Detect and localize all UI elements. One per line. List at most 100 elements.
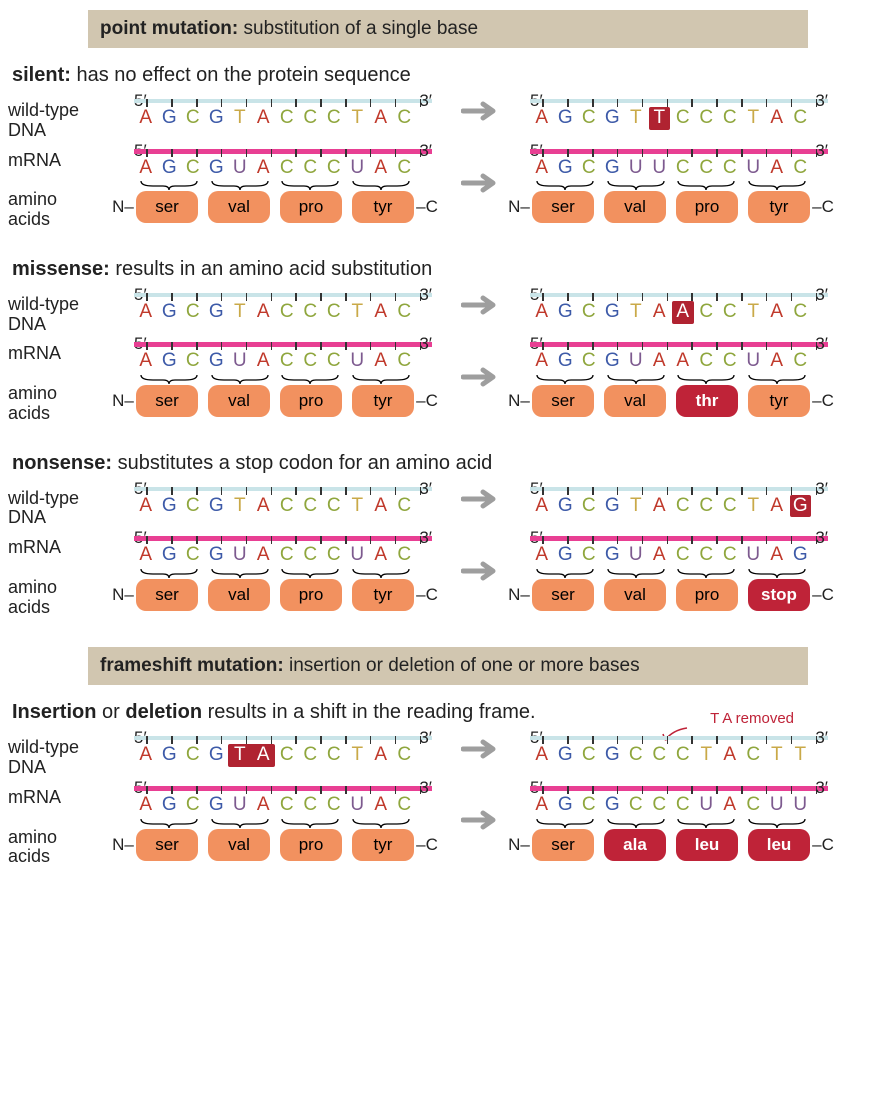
base: G bbox=[205, 544, 229, 567]
label-mrna-aa: mRNAaminoacids bbox=[8, 143, 108, 230]
base: C bbox=[695, 157, 719, 180]
base: C bbox=[275, 157, 299, 180]
dna-bar: 5′ 3′ bbox=[530, 287, 828, 301]
dna-bar: 5′ 3′ bbox=[134, 287, 432, 301]
base: C bbox=[671, 794, 695, 817]
base: C bbox=[322, 744, 346, 767]
amino-acid-tyr: tyr bbox=[352, 385, 414, 417]
rna-panel: 5′ 3′ AGCGUACCCUAG N– servalprostop–C bbox=[504, 530, 854, 611]
amino-acid-tyr: tyr bbox=[748, 385, 810, 417]
header2-rest: insertion or deletion of one or more bas… bbox=[284, 655, 640, 676]
amino-acid-val: val bbox=[208, 579, 270, 611]
base: C bbox=[577, 544, 601, 567]
sequence-panel: T A removed 5′ 3′ AGCGCCCTACTT bbox=[504, 730, 854, 767]
section-frameshift: Insertion or deletion results in a shift… bbox=[8, 701, 888, 867]
base: G bbox=[601, 794, 625, 817]
base: U bbox=[346, 794, 370, 817]
base: A bbox=[765, 495, 789, 518]
rna-panel: 5′ 3′ AGCGUACCCUAC N– servalprotyr–C bbox=[108, 143, 458, 224]
base: C bbox=[322, 544, 346, 567]
base: C bbox=[275, 301, 299, 324]
base: T bbox=[624, 107, 648, 130]
amino-acid-pro: pro bbox=[676, 579, 738, 611]
arrow-icon bbox=[458, 739, 504, 759]
base: U bbox=[346, 157, 370, 180]
base: U bbox=[742, 157, 766, 180]
base: G bbox=[158, 350, 182, 373]
base: C bbox=[393, 157, 417, 180]
base-sequence: AGCGUACCCUAC bbox=[134, 794, 432, 817]
codon-braces bbox=[134, 567, 432, 579]
amino-acid-ser: ser bbox=[136, 191, 198, 223]
base: A bbox=[252, 495, 276, 518]
base: A bbox=[765, 157, 789, 180]
base: G bbox=[205, 107, 229, 130]
n-terminus: N– bbox=[508, 391, 530, 411]
amino-acid-val: val bbox=[604, 191, 666, 223]
section-missense: missense: results in an amino acid subst… bbox=[8, 258, 888, 424]
base: G bbox=[158, 157, 182, 180]
label-wild-type-dna: wild-typeDNA bbox=[8, 481, 108, 529]
base-sequence: AGCGUACCCUAC bbox=[134, 157, 432, 180]
base: U bbox=[648, 157, 672, 180]
base: C bbox=[671, 107, 695, 130]
base: C bbox=[671, 544, 695, 567]
base: C bbox=[393, 350, 417, 373]
base: T bbox=[742, 301, 766, 324]
end3-label: 3′ bbox=[815, 91, 828, 111]
base: A bbox=[369, 794, 393, 817]
label-wild-type-dna: wild-typeDNA bbox=[8, 287, 108, 335]
end3-label: 3′ bbox=[419, 528, 432, 548]
arrow-icon bbox=[458, 489, 504, 509]
base: C bbox=[181, 794, 205, 817]
base: A bbox=[648, 301, 672, 324]
dna-bar: 5′ 3′ bbox=[134, 730, 432, 744]
base: T bbox=[624, 301, 648, 324]
end3-label: 3′ bbox=[815, 728, 828, 748]
amino-acid-leu: leu bbox=[748, 829, 810, 861]
rna-bar: 5′ 3′ bbox=[530, 336, 828, 350]
dna-bar: 5′ 3′ bbox=[530, 481, 828, 495]
sequence-panel: 5′ 3′ AGCGTACCCTAG bbox=[504, 481, 854, 518]
base: G bbox=[554, 744, 578, 767]
n-terminus: N– bbox=[508, 585, 530, 605]
base-sequence: AGCGUACCCUAC bbox=[134, 350, 432, 373]
base-sequence: AGCGTAACCTAC bbox=[530, 301, 828, 324]
rna-bar: 5′ 3′ bbox=[530, 530, 828, 544]
base: A bbox=[765, 301, 789, 324]
base: A bbox=[252, 794, 276, 817]
end3-label: 3′ bbox=[815, 285, 828, 305]
amino-acid-tyr: tyr bbox=[352, 579, 414, 611]
base: C bbox=[181, 350, 205, 373]
amino-acid-thr: thr bbox=[676, 385, 738, 417]
base: C bbox=[577, 157, 601, 180]
arrow-icon bbox=[458, 295, 504, 315]
amino-acid-ser: ser bbox=[136, 829, 198, 861]
base-sequence: AGCGTACCCTAC bbox=[134, 744, 432, 767]
base: T bbox=[695, 744, 719, 767]
amino-acid-leu: leu bbox=[676, 829, 738, 861]
c-terminus: –C bbox=[416, 835, 438, 855]
arrow-icon bbox=[458, 367, 504, 387]
base: G bbox=[158, 495, 182, 518]
end3-label: 3′ bbox=[815, 479, 828, 499]
base: A bbox=[369, 544, 393, 567]
base: T bbox=[346, 495, 370, 518]
rna-bar: 5′ 3′ bbox=[134, 780, 432, 794]
base: A bbox=[369, 301, 393, 324]
codon-braces bbox=[134, 373, 432, 385]
base: T bbox=[228, 107, 252, 130]
base: G bbox=[205, 744, 229, 767]
base: C bbox=[718, 157, 742, 180]
base: C bbox=[181, 301, 205, 324]
c-terminus: –C bbox=[416, 585, 438, 605]
section-title: missense: results in an amino acid subst… bbox=[12, 258, 888, 281]
sequence-panel: 5′ 3′ AGCGTTCCCTAC bbox=[504, 93, 854, 130]
label-mrna-aa: mRNAaminoacids bbox=[8, 530, 108, 617]
base: C bbox=[393, 301, 417, 324]
section-nonsense: nonsense: substitutes a stop codon for a… bbox=[8, 452, 888, 618]
base: G bbox=[789, 544, 813, 567]
base: U bbox=[695, 794, 719, 817]
base: C bbox=[393, 107, 417, 130]
base: U bbox=[624, 350, 648, 373]
